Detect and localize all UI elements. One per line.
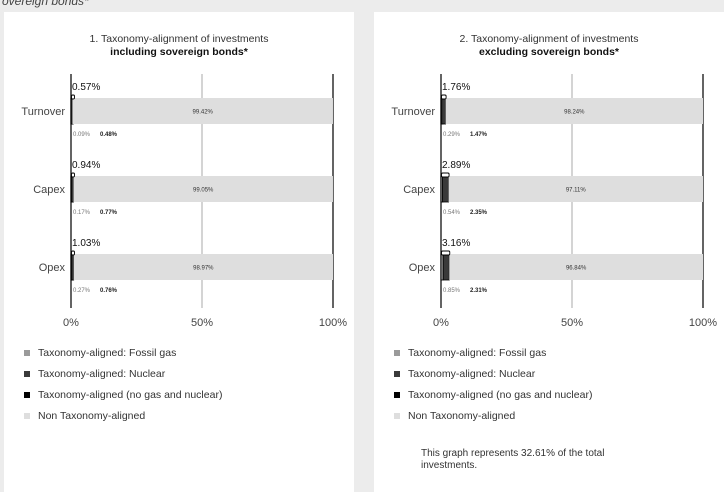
aligned-total-label: 2.89%	[442, 160, 470, 171]
x-tick-label: 50%	[191, 317, 213, 329]
aligned-total-label: 1.03%	[72, 238, 100, 249]
legend-label: Taxonomy-aligned: Nuclear	[408, 367, 536, 380]
nuclear-value-label: 1.47%	[470, 132, 488, 138]
legend-swatch	[24, 370, 30, 377]
legend-item: Taxonomy-aligned: Nuclear	[24, 363, 222, 384]
non-aligned-value-label: 96.84%	[566, 266, 587, 272]
legend-swatch	[394, 412, 400, 419]
legend-swatch	[394, 370, 400, 377]
aligned-marker	[441, 172, 450, 178]
chart-title: 1. Taxonomy-alignment of investments inc…	[4, 33, 354, 59]
category-label: Turnover	[21, 106, 65, 118]
bar-segment-nuclear	[71, 253, 75, 281]
fossil-gas-value-label: 0.17%	[73, 210, 91, 216]
chart-panel-including-sovereign: 1. Taxonomy-alignment of investments inc…	[4, 12, 354, 492]
legend-item: Taxonomy-aligned: Fossil gas	[394, 342, 592, 363]
aligned-total-label: 0.94%	[72, 160, 100, 171]
aligned-marker	[441, 250, 451, 256]
chart-title-line-2: including sovereign bonds*	[110, 46, 248, 58]
chart-title-line-2: excluding sovereign bonds*	[478, 46, 620, 58]
legend-swatch	[394, 391, 400, 398]
stacked-bar-chart: 0% 50% 100% Turnover 1.76% 98.24% 0.29% 1.47% Ca…	[391, 74, 717, 329]
legend-item: Non Taxonomy-aligned	[24, 405, 222, 426]
chart-footnote: This graph represents 32.61% of the tota…	[421, 448, 605, 471]
chart-legend: Taxonomy-aligned: Fossil gas Taxonomy-al…	[394, 342, 592, 426]
category-label: Opex	[409, 262, 436, 274]
fossil-gas-value-label: 0.29%	[443, 132, 461, 138]
legend-item: Taxonomy-aligned (no gas and nuclear)	[24, 384, 222, 405]
aligned-total-label: 3.16%	[442, 238, 470, 249]
legend-swatch	[24, 412, 30, 419]
bar-segment-non-aligned	[73, 254, 333, 280]
non-aligned-value-label: 99.05%	[193, 188, 214, 194]
legend-item: Non Taxonomy-aligned	[394, 405, 592, 426]
x-tick-label: 100%	[689, 317, 717, 329]
aligned-marker	[71, 94, 75, 100]
legend-label: Non Taxonomy-aligned	[408, 409, 516, 422]
category-label: Turnover	[391, 106, 435, 118]
bar-segment-nuclear	[441, 97, 447, 125]
bar-segment-non-aligned	[448, 176, 703, 202]
legend-item: Taxonomy-aligned: Nuclear	[394, 363, 592, 384]
legend-label: Taxonomy-aligned (no gas and nuclear)	[38, 388, 223, 401]
non-aligned-value-label: 98.24%	[564, 110, 585, 116]
legend-swatch	[394, 349, 400, 356]
x-tick-label: 50%	[561, 317, 583, 329]
nuclear-value-label: 2.31%	[470, 288, 488, 294]
fossil-gas-value-label: 0.27%	[73, 288, 91, 294]
chart-panel-excluding-sovereign: 2. Taxonomy-alignment of investments exc…	[374, 12, 724, 492]
aligned-marker	[441, 94, 447, 100]
chart-legend: Taxonomy-aligned: Fossil gas Taxonomy-al…	[24, 342, 222, 426]
bar-segment-non-aligned	[445, 98, 703, 124]
non-aligned-value-label: 98.97%	[193, 266, 214, 272]
bar-segment-non-aligned	[73, 176, 333, 202]
nuclear-value-label: 0.48%	[100, 132, 118, 138]
bar-segment-nuclear	[442, 253, 450, 281]
category-label: Capex	[403, 184, 435, 196]
aligned-total-label: 1.76%	[442, 82, 470, 93]
legend-item: Taxonomy-aligned (no gas and nuclear)	[394, 384, 592, 405]
aligned-marker	[71, 250, 75, 256]
stacked-bar-chart: 0% 50% 100% Turnover 0.57% 99.42% 0.09% 0.48% Ca…	[21, 74, 347, 329]
legend-item: Taxonomy-aligned: Fossil gas	[24, 342, 222, 363]
non-aligned-value-label: 97.11%	[566, 188, 587, 194]
chart-title: 2. Taxonomy-alignment of investments exc…	[374, 33, 724, 59]
aligned-total-label: 0.57%	[72, 82, 100, 93]
category-label: Opex	[39, 262, 66, 274]
fossil-gas-value-label: 0.54%	[443, 210, 461, 216]
fossil-gas-value-label: 0.85%	[443, 288, 461, 294]
aligned-marker	[71, 172, 75, 178]
legend-label: Taxonomy-aligned: Fossil gas	[408, 346, 547, 359]
x-tick-label: 100%	[319, 317, 347, 329]
nuclear-value-label: 2.35%	[470, 210, 488, 216]
bar-segment-nuclear	[71, 175, 74, 203]
category-label: Capex	[33, 184, 65, 196]
nuclear-value-label: 0.77%	[100, 210, 118, 216]
legend-label: Taxonomy-aligned: Fossil gas	[38, 346, 177, 359]
non-aligned-value-label: 99.42%	[193, 110, 214, 116]
nuclear-value-label: 0.76%	[100, 288, 118, 294]
x-tick-label: 0%	[63, 317, 79, 329]
legend-swatch	[24, 349, 30, 356]
legend-label: Taxonomy-aligned (no gas and nuclear)	[408, 388, 593, 401]
legend-label: Taxonomy-aligned: Nuclear	[38, 367, 166, 380]
chart-title-line-1: 2. Taxonomy-alignment of investments	[459, 33, 639, 45]
bar-segment-non-aligned	[449, 254, 703, 280]
legend-label: Non Taxonomy-aligned	[38, 409, 146, 422]
bar-segment-nuclear	[442, 175, 449, 203]
fossil-gas-value-label: 0.09%	[73, 132, 91, 138]
bar-segment-non-aligned	[72, 98, 333, 124]
chart-title-line-1: 1. Taxonomy-alignment of investments	[89, 33, 269, 45]
x-tick-label: 0%	[433, 317, 449, 329]
legend-swatch	[24, 391, 30, 398]
cut-off-heading: overeign bonds*	[2, 0, 89, 8]
